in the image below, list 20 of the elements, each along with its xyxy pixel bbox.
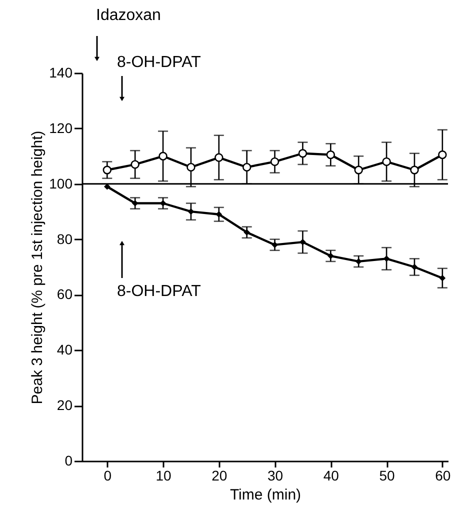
y-tick-label: 0 [64,452,73,468]
text: 8-OH-DPAT [117,54,202,71]
y-tick-label: 60 [56,286,73,302]
y-tick-label: 100 [49,175,73,192]
x-axis-title: Time (min) [230,486,302,504]
y-tick-label: 40 [56,342,73,358]
x-tick-label: 0 [104,468,112,484]
y-axis-title: Peak 3 height (% pre 1st injection height) [29,130,46,404]
x-tick-label: 20 [212,468,228,484]
y-tick-label: 120 [49,120,73,136]
x-tick-label: 10 [156,468,172,484]
y-tick-label: 80 [56,230,73,247]
x-tick-label: 30 [267,468,284,484]
x-tick-label: 50 [379,468,396,484]
x-tick-label: 60 [435,468,451,484]
text: Idazoxan [96,7,161,24]
annotation: 8-OH-DPAT [117,283,202,300]
y-tick-label: 20 [56,397,73,414]
y-tick-label: 140 [49,64,73,80]
x-tick-label: 40 [323,468,340,484]
